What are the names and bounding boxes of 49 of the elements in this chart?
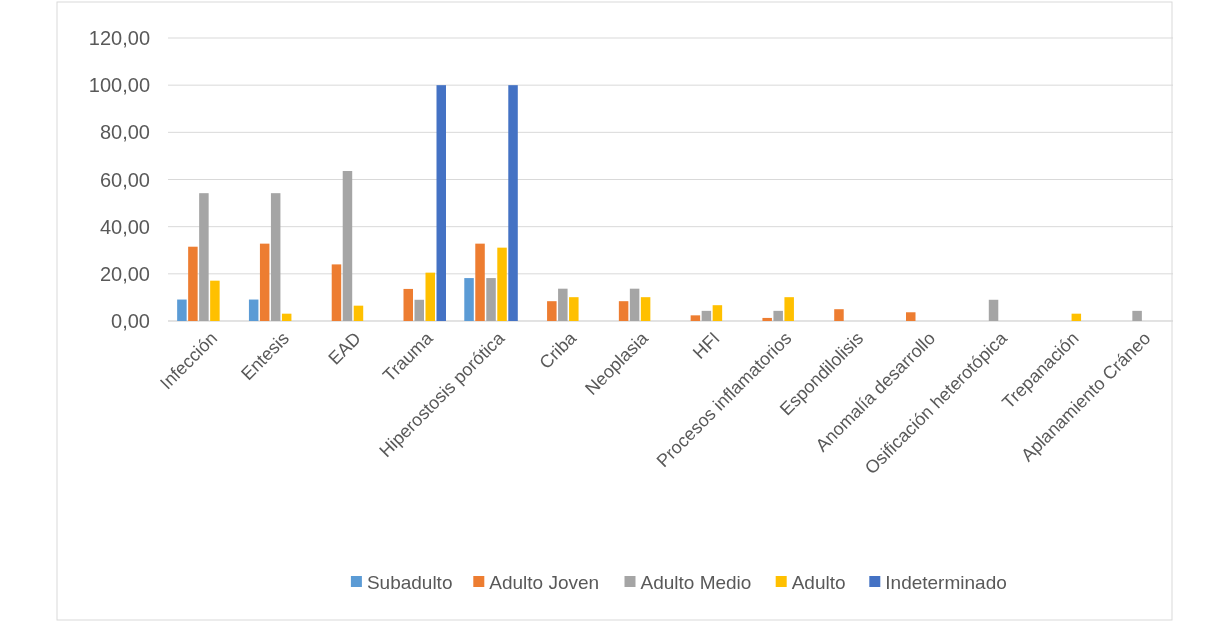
bar bbox=[342, 171, 353, 321]
bar bbox=[464, 278, 474, 321]
bar bbox=[425, 272, 435, 321]
bar bbox=[210, 280, 220, 321]
bar bbox=[906, 312, 916, 321]
bar bbox=[569, 297, 579, 321]
bar bbox=[331, 264, 342, 321]
bar bbox=[259, 243, 270, 321]
legend-label: Adulto bbox=[791, 571, 846, 593]
bar bbox=[1132, 310, 1142, 321]
bar bbox=[436, 85, 446, 321]
bar bbox=[508, 85, 518, 321]
legend-label: Indeterminado bbox=[885, 571, 1007, 593]
bar bbox=[558, 288, 568, 321]
bar bbox=[690, 315, 701, 321]
bar bbox=[281, 313, 292, 321]
y-tick-label: 60,00 bbox=[99, 168, 150, 191]
bar bbox=[497, 247, 507, 321]
bar bbox=[403, 288, 413, 321]
bar bbox=[248, 299, 259, 321]
bar bbox=[834, 309, 844, 321]
bar bbox=[784, 297, 794, 321]
bar bbox=[270, 193, 281, 321]
bar bbox=[475, 243, 485, 321]
bar bbox=[486, 278, 496, 321]
y-tick-label: 40,00 bbox=[99, 215, 150, 238]
bar bbox=[988, 299, 999, 321]
bar bbox=[177, 299, 187, 321]
bar bbox=[414, 299, 424, 321]
y-tick-label: 120,00 bbox=[88, 27, 150, 49]
bar bbox=[618, 301, 629, 321]
legend-label: Adulto Medio bbox=[640, 571, 752, 593]
bar bbox=[629, 288, 640, 321]
bar bbox=[188, 246, 198, 321]
legend-label: Subadulto bbox=[366, 571, 453, 593]
bar bbox=[547, 301, 557, 321]
bar bbox=[773, 310, 783, 321]
bar bbox=[1071, 313, 1082, 321]
bar bbox=[353, 305, 364, 321]
legend-label: Adulto Joven bbox=[489, 571, 600, 593]
y-tick-label: 100,00 bbox=[88, 74, 150, 97]
y-tick-label: 0,00 bbox=[111, 310, 150, 332]
y-tick-label: 20,00 bbox=[99, 262, 150, 285]
bar bbox=[762, 317, 772, 321]
y-tick-label: 80,00 bbox=[99, 121, 150, 144]
bar bbox=[701, 310, 712, 321]
bar bbox=[199, 193, 209, 321]
bar bbox=[712, 305, 723, 321]
bar bbox=[640, 297, 651, 321]
